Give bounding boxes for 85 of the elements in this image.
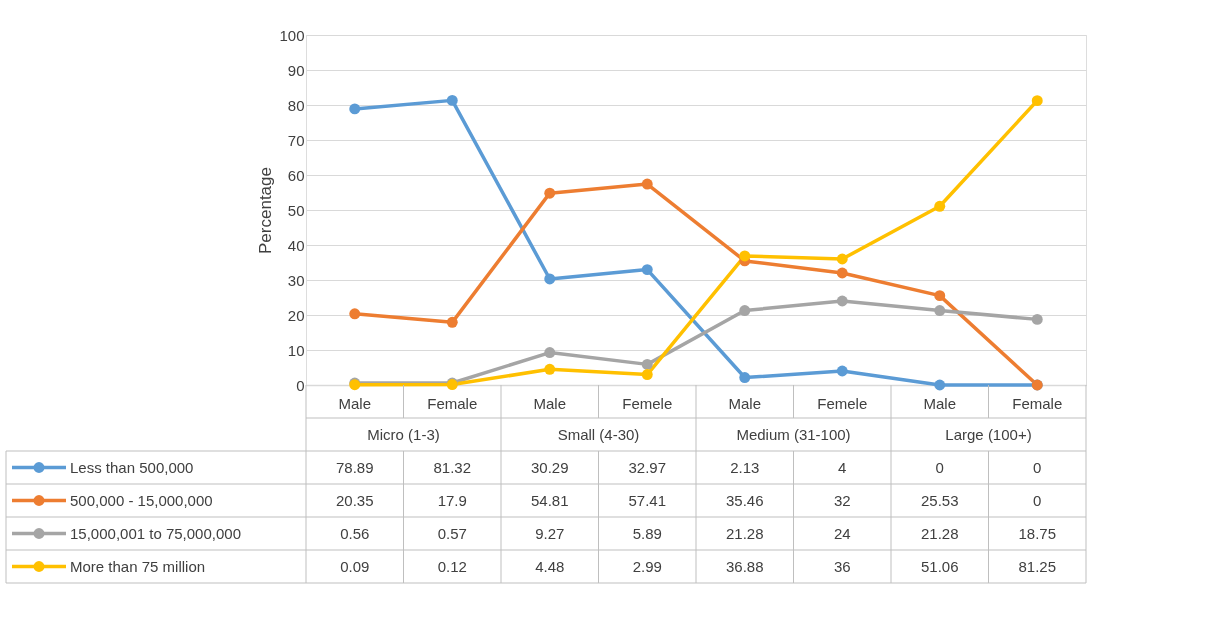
data-label: 21.28: [725, 524, 764, 542]
legend-label: Less than 500,000: [70, 458, 194, 476]
x-tick-label: Female: [1012, 394, 1063, 412]
y-tick-label: 70: [287, 131, 305, 149]
legend-label: 15,000,001 to 75,000,000: [70, 524, 241, 542]
data-label: 36.88: [725, 557, 764, 575]
point: [836, 365, 848, 377]
point: [641, 264, 653, 276]
y-tick-label: 80: [287, 96, 305, 114]
point: [934, 200, 946, 212]
text: Small (4-30): [557, 425, 640, 443]
y-tick-label: 20: [287, 306, 305, 324]
y-tick-label: 30: [287, 271, 305, 289]
data-label: 81.25: [1018, 557, 1057, 575]
y-tick-label: 90: [287, 61, 305, 79]
data-label: 18.75: [1018, 524, 1057, 542]
data-label: 2.13: [730, 458, 760, 476]
y-tick-label: 40: [287, 236, 305, 254]
text: Micro (1-3): [367, 425, 440, 443]
data-label: 0.09: [340, 557, 370, 575]
data-label: 4: [838, 458, 847, 476]
data-label: 2.99: [632, 557, 662, 575]
y-axis-title: Percentage: [256, 167, 276, 254]
data-label: 0.12: [437, 557, 467, 575]
point: [739, 372, 751, 384]
point: [641, 369, 653, 380]
x-tick-label: Femele: [817, 394, 868, 412]
data-label: 5.89: [632, 524, 662, 542]
point: [544, 347, 556, 359]
data-label: 57.41: [628, 491, 667, 509]
data-label: 0.56: [340, 524, 370, 542]
data-label: 51.06: [920, 557, 959, 575]
point: [934, 290, 946, 302]
data-label: 4.48: [535, 557, 565, 575]
data-label: 24: [833, 524, 851, 542]
point: [446, 316, 458, 328]
data-label: 35.46: [725, 491, 764, 509]
point: [934, 305, 946, 316]
point: [1031, 95, 1043, 107]
text: Large (100+): [945, 425, 1032, 443]
data-label: 32: [833, 491, 851, 509]
y-tick-label: 0: [296, 376, 305, 394]
point: [641, 358, 653, 370]
point: [836, 295, 848, 307]
data-label: 81.32: [433, 458, 472, 476]
point: [349, 103, 361, 115]
data-label: 0: [1033, 491, 1042, 509]
data-label: 25.53: [920, 491, 959, 509]
x-tick-label: Femele: [622, 394, 673, 412]
data-label: 17.9: [437, 491, 467, 509]
data-label: 54.81: [530, 491, 569, 509]
point: [836, 267, 848, 279]
point: [446, 94, 458, 106]
point: [641, 178, 653, 190]
x-tick-label: Male: [533, 394, 567, 412]
point: [739, 250, 751, 262]
point: [349, 308, 361, 320]
data-label: 30.29: [530, 458, 569, 476]
point: [544, 187, 556, 199]
data-label: 20.35: [335, 491, 374, 509]
legend-label: 500,000 - 15,000,000: [70, 491, 213, 509]
data-label: 36: [833, 557, 851, 575]
point: [544, 273, 556, 285]
data-label: 21.28: [920, 524, 959, 542]
data-label: 0: [935, 458, 944, 476]
x-tick-label: Male: [728, 394, 762, 412]
point: [836, 253, 848, 265]
legend-label: More than 75 million: [70, 557, 206, 575]
data-label: 9.27: [535, 524, 565, 542]
data-label: 0: [1033, 458, 1042, 476]
y-tick-label: 100: [279, 26, 305, 44]
x-tick-label: Male: [923, 394, 957, 412]
y-tick-label: 60: [287, 166, 305, 184]
x-tick-label: Female: [427, 394, 478, 412]
text: Medium (31-100): [736, 425, 851, 443]
data-label: 32.97: [628, 458, 667, 476]
data-label: 0.57: [437, 524, 467, 542]
data-label: 78.89: [335, 458, 374, 476]
y-tick-label: 50: [287, 201, 305, 219]
x-tick-label: Male: [338, 394, 372, 412]
point: [934, 379, 946, 391]
point: [739, 305, 751, 316]
y-tick-label: 10: [287, 341, 305, 359]
point: [1031, 313, 1043, 325]
point: [544, 363, 556, 375]
